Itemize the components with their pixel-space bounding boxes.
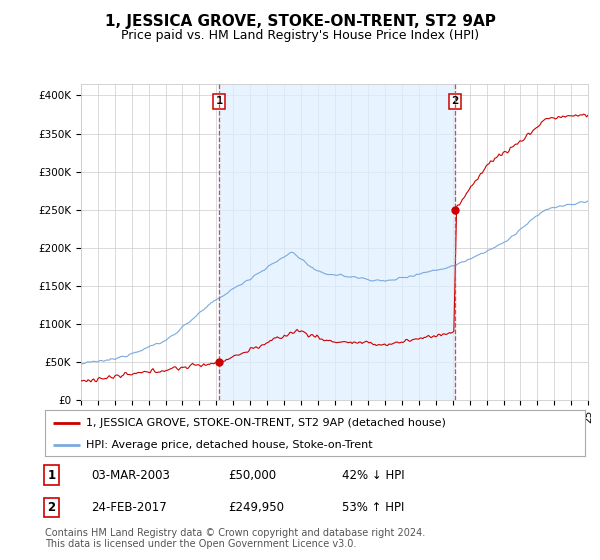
Text: 1: 1 [215, 96, 223, 106]
Text: 1: 1 [47, 469, 56, 482]
Text: 1, JESSICA GROVE, STOKE-ON-TRENT, ST2 9AP: 1, JESSICA GROVE, STOKE-ON-TRENT, ST2 9A… [104, 14, 496, 29]
Text: £50,000: £50,000 [229, 469, 277, 482]
Bar [219, 84, 455, 400]
Text: 2: 2 [47, 501, 56, 514]
Text: 53% ↑ HPI: 53% ↑ HPI [342, 501, 404, 514]
Text: HPI: Average price, detached house, Stoke-on-Trent: HPI: Average price, detached house, Stok… [86, 440, 372, 450]
Text: 2: 2 [451, 96, 458, 106]
Text: 1, JESSICA GROVE, STOKE-ON-TRENT, ST2 9AP (detached house): 1, JESSICA GROVE, STOKE-ON-TRENT, ST2 9A… [86, 418, 445, 428]
Text: 24-FEB-2017: 24-FEB-2017 [91, 501, 167, 514]
Text: 42% ↓ HPI: 42% ↓ HPI [342, 469, 404, 482]
Text: £249,950: £249,950 [229, 501, 284, 514]
Text: Price paid vs. HM Land Registry's House Price Index (HPI): Price paid vs. HM Land Registry's House … [121, 29, 479, 42]
Text: Contains HM Land Registry data © Crown copyright and database right 2024.
This d: Contains HM Land Registry data © Crown c… [45, 528, 425, 549]
Text: 03-MAR-2003: 03-MAR-2003 [91, 469, 170, 482]
